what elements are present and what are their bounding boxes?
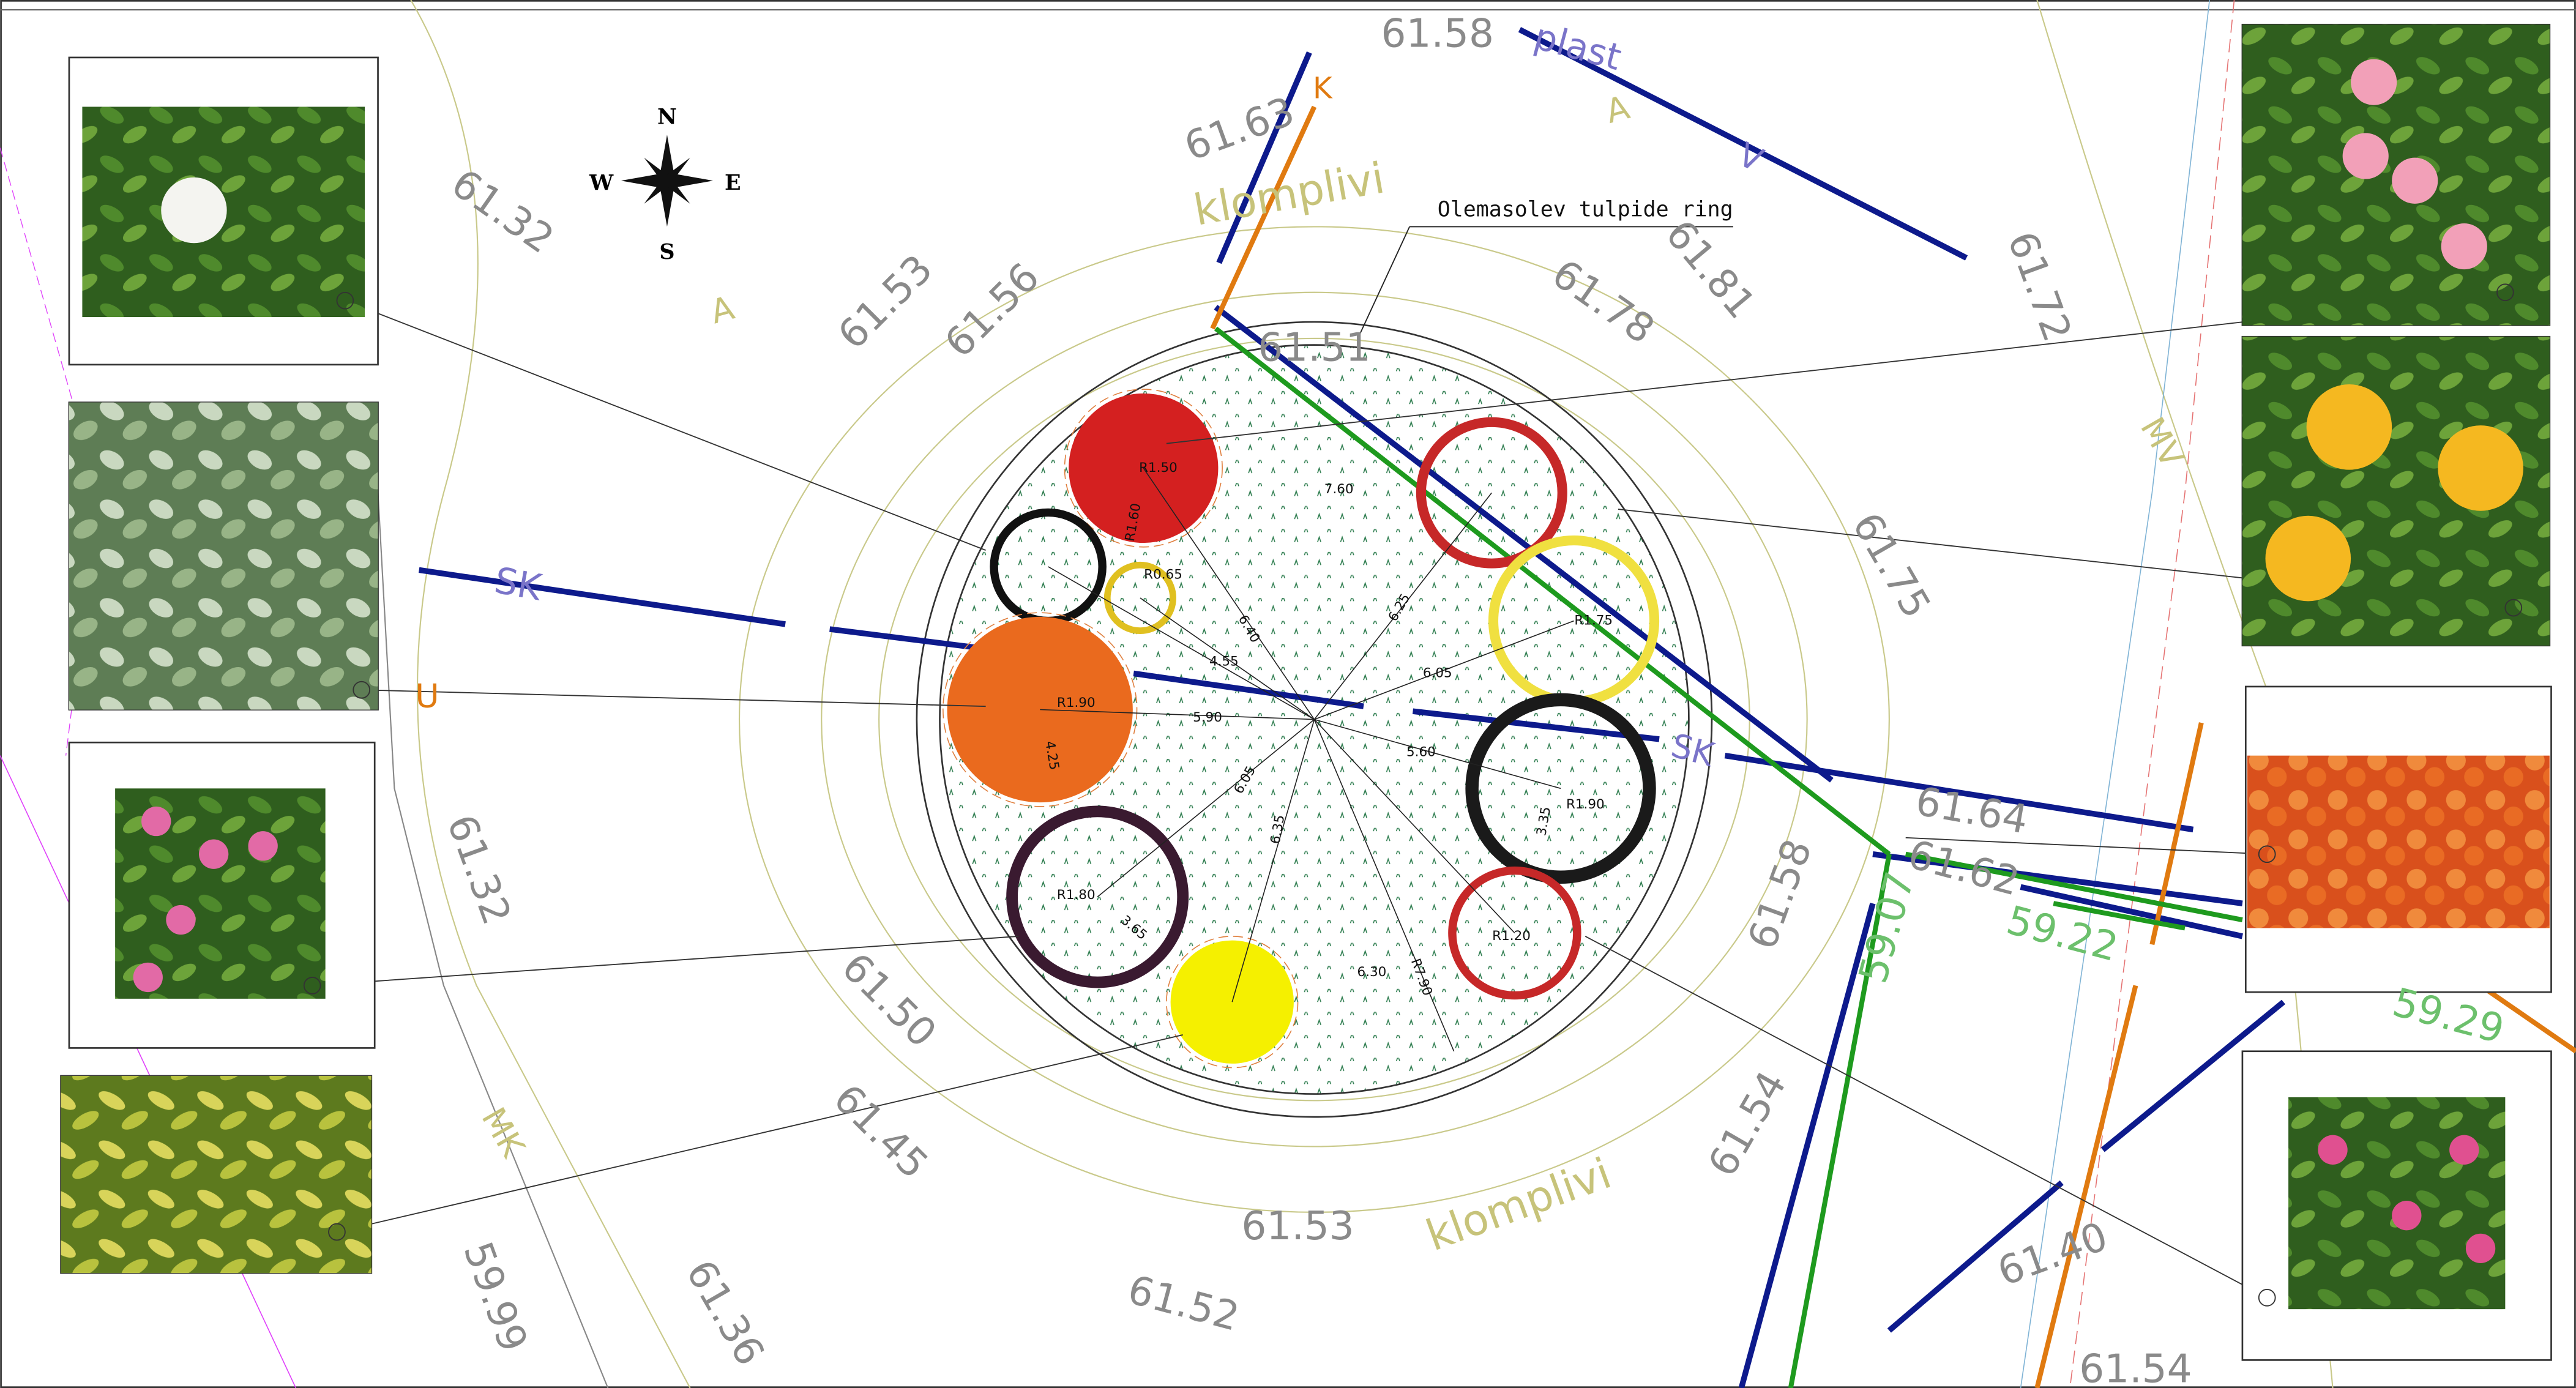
utility-line: [419, 570, 786, 624]
plant-photo: [2288, 1097, 2505, 1309]
elevation-label: 61.36: [677, 1253, 773, 1373]
dimension-label: 7.60: [1324, 482, 1354, 497]
berry: [2343, 133, 2389, 179]
elevation-label: 59.07: [1850, 867, 1924, 988]
elevation-label: 61.75: [1843, 505, 1939, 625]
dimension-label: 4.55: [1209, 654, 1239, 670]
berry: [2441, 223, 2487, 269]
elevation-label: 61.53: [829, 246, 941, 358]
leader-line: [337, 1035, 1182, 1232]
dimension-label: R1.50: [1139, 460, 1178, 476]
utility-line: [1219, 53, 1310, 263]
leader-line: [312, 936, 1018, 986]
dimension-label: 6.05: [1423, 665, 1452, 681]
map-label: plast: [1530, 15, 1626, 78]
road-edge: [2021, 0, 2210, 1388]
map-label: MK: [474, 1101, 533, 1165]
flower: [133, 963, 163, 992]
elevation-label: 61.54: [1700, 1064, 1796, 1184]
flower: [166, 905, 195, 935]
dimension-label: 6.30: [1357, 965, 1386, 980]
dimension-label: R0.65: [1144, 567, 1182, 582]
map-label: K: [1313, 72, 1333, 106]
berry: [2392, 158, 2438, 204]
planting-plan: NSEWOlemasolev tulpide ringklompliviklom…: [0, 0, 2576, 1388]
dimension-label: R1.20: [1492, 928, 1531, 944]
compass-label: S: [659, 239, 674, 264]
leader-line: [345, 300, 986, 550]
flower: [141, 807, 171, 836]
utility-line: [2037, 985, 2135, 1388]
leader-line: [1585, 936, 2267, 1297]
flower: [248, 831, 278, 860]
flower: [2438, 425, 2523, 511]
map-label: A: [1602, 88, 1633, 131]
dimension-label: R1.80: [1057, 887, 1096, 903]
flower: [161, 177, 226, 243]
elevation-label: 61.56: [936, 254, 1048, 366]
compass-label: E: [725, 170, 741, 195]
berry: [2351, 59, 2397, 105]
flower: [2307, 384, 2392, 470]
elevation-label: 61.52: [1123, 1267, 1244, 1340]
flower: [2449, 1135, 2479, 1165]
elevation-label: 61.50: [833, 944, 945, 1056]
dimension-label: R1.75: [1574, 613, 1613, 629]
dimension-label: 5.90: [1193, 710, 1222, 725]
elevation-label: 61.58: [1381, 11, 1494, 57]
dimension-label: R1.90: [1566, 797, 1605, 812]
road-edge: [2070, 0, 2234, 1388]
elevation-label: 61.45: [824, 1075, 936, 1187]
compass-label: N: [657, 105, 677, 130]
map-label: U: [415, 676, 439, 715]
elevation-label: 61.81: [1657, 212, 1764, 327]
elevation-label: 61.63: [1179, 88, 1301, 170]
leader-line: [362, 690, 986, 706]
flower: [2466, 1234, 2495, 1263]
dimension-label: R1.90: [1057, 695, 1096, 711]
elevation-label: 61.78: [1544, 251, 1662, 353]
contour: [411, 0, 690, 1388]
elevation-label: 61.64: [1912, 778, 2031, 843]
map-label: MV: [2133, 411, 2192, 474]
elevation-label: 61.58: [1739, 834, 1821, 955]
flower: [2392, 1201, 2421, 1230]
compass-label: W: [589, 170, 614, 195]
elevation-label: 61.32: [443, 160, 562, 263]
elevation-label: 61.51: [1258, 324, 1370, 370]
flower: [2318, 1135, 2347, 1165]
plant-photo: [69, 403, 378, 710]
elevation-label: 61.32: [438, 809, 520, 931]
flower: [2265, 516, 2351, 602]
elevation-label: 61.72: [1998, 226, 2080, 348]
plant-photo: [2247, 756, 2550, 928]
leader-line: [1359, 226, 1409, 337]
map-label: SK: [491, 559, 545, 608]
map-label: A: [706, 288, 738, 331]
elevation-label: 61.53: [1241, 1203, 1354, 1249]
flower: [199, 840, 228, 869]
elevation-label: 61.54: [2079, 1346, 2192, 1388]
map-label: klomplivi: [1420, 1149, 1618, 1261]
plant-photo: [61, 1076, 371, 1273]
dimension-label: 5.60: [1406, 744, 1436, 759]
elevation-label: 59.99: [454, 1236, 536, 1358]
